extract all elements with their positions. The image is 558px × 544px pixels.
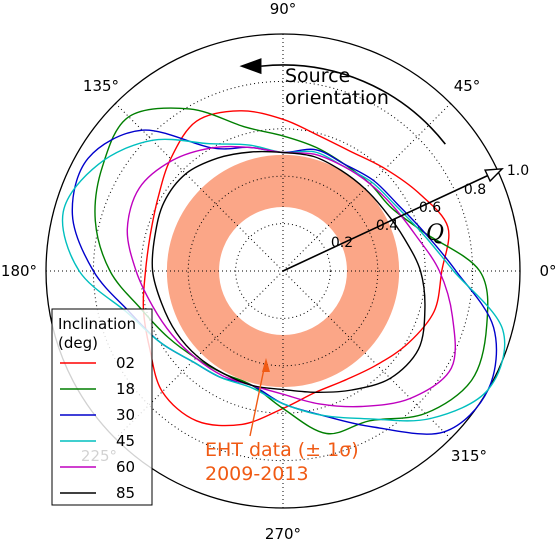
eht-pointer-head xyxy=(262,358,270,372)
series-line-30 xyxy=(71,129,498,435)
eht-pointer-line xyxy=(249,363,266,437)
series-line-85 xyxy=(151,150,426,394)
grid-circle xyxy=(235,223,331,319)
orientation-arc xyxy=(261,64,446,145)
angle-tick-label: 180° xyxy=(1,262,37,280)
eht-band-ring xyxy=(166,154,400,388)
legend: Inclination(deg) 02 18 30 45 60 85 xyxy=(51,308,153,506)
radial-tick-label: 0.6 xyxy=(419,200,441,216)
angle-tick-label: 135° xyxy=(83,77,119,95)
radial-tick-label: 0.8 xyxy=(464,182,486,198)
q-axis-label: Q xyxy=(426,221,444,246)
legend-label-45: 45 xyxy=(116,432,135,450)
grid-circle xyxy=(187,175,379,367)
eht-label-line2: 2009-2013 xyxy=(205,463,309,485)
q-arrow-shaft xyxy=(282,174,488,272)
legend-label-18: 18 xyxy=(116,380,135,398)
legend-box xyxy=(51,308,153,506)
source-orientation-line2: orientation xyxy=(285,87,389,109)
angle-tick-label: 45° xyxy=(454,77,481,95)
legend-label-60: 60 xyxy=(116,458,135,476)
eht-label-line1: EHT data (± 1σ) xyxy=(205,439,359,461)
angle-tick-label: 315° xyxy=(451,447,487,465)
legend-title-line1: Inclination xyxy=(58,315,136,333)
legend-title-line2: (deg) xyxy=(58,334,98,352)
source-orientation-line1: Source xyxy=(285,65,350,87)
series-line-02 xyxy=(142,110,450,427)
grid-circle xyxy=(92,80,474,462)
legend-label-02: 02 xyxy=(116,354,135,372)
outer-circle xyxy=(45,33,521,509)
orientation-arrowhead xyxy=(239,58,262,75)
radial-tick-label: 1.0 xyxy=(507,163,529,179)
legend-label-85: 85 xyxy=(116,484,135,502)
radial-tick-label: 0.4 xyxy=(376,218,398,234)
angle-tick-label: 270° xyxy=(265,525,301,543)
series-line-60 xyxy=(126,145,456,408)
angle-tick-label: 90° xyxy=(270,0,297,18)
grid-circle xyxy=(140,128,426,414)
inclination-series xyxy=(61,107,506,435)
legend-label-30: 30 xyxy=(116,406,135,424)
eht-data-band xyxy=(166,154,400,388)
angle-tick-label: 0° xyxy=(539,262,556,280)
q-arrow-head xyxy=(483,167,504,183)
polar-grid xyxy=(45,33,521,509)
radial-tick-label: 0.2 xyxy=(331,235,353,251)
